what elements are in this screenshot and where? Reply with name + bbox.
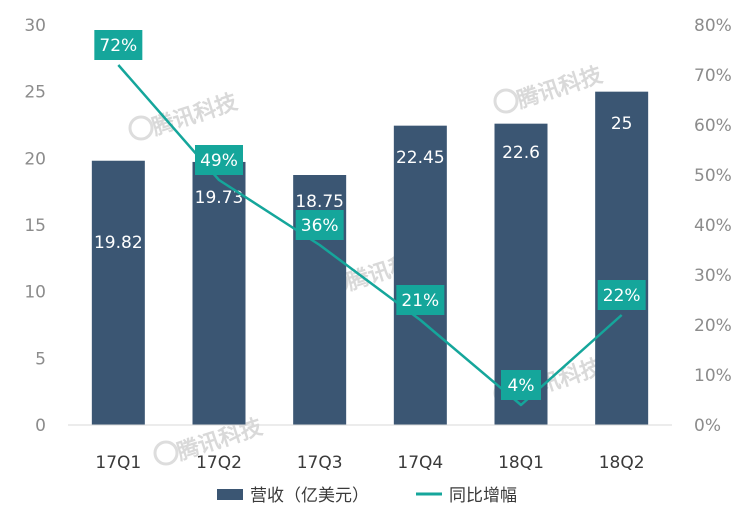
bar xyxy=(595,91,649,426)
left-tick-label: 15 xyxy=(24,216,46,236)
label-text: 4% xyxy=(508,376,535,396)
bar-data-labels: 19.82 19.73 18.75 22.45 22.6 25 xyxy=(94,114,632,253)
category-label: 18Q1 xyxy=(498,453,544,473)
line-value-label: 4% xyxy=(501,370,541,400)
watermark-logo-icon xyxy=(128,115,154,141)
label-box xyxy=(597,280,646,310)
category-label: 17Q4 xyxy=(397,453,443,473)
label-text: 21% xyxy=(401,291,439,311)
line-value-label: 21% xyxy=(396,285,445,315)
left-tick-label: 10 xyxy=(24,283,46,303)
line-value-label: 22% xyxy=(597,280,646,310)
category-label: 17Q1 xyxy=(95,453,141,473)
line-value-label: 72% xyxy=(94,30,143,60)
bar-value-label: 18.75 xyxy=(295,192,344,212)
bar-value-label: 25 xyxy=(611,114,633,134)
label-text: 72% xyxy=(99,36,137,56)
label-text: 22% xyxy=(603,286,641,306)
label-text: 36% xyxy=(301,216,339,236)
right-tick-label: 30% xyxy=(694,266,732,286)
left-tick-label: 5 xyxy=(35,349,46,369)
legend-swatch xyxy=(217,489,243,500)
label-text: 49% xyxy=(200,151,238,171)
legend-item-line: 同比增幅 xyxy=(416,486,517,506)
right-tick-label: 40% xyxy=(694,216,732,236)
left-tick-label: 30 xyxy=(24,16,46,36)
label-box xyxy=(195,145,243,175)
line-value-label: 36% xyxy=(295,210,344,240)
bar xyxy=(192,161,246,425)
left-tick-label: 0 xyxy=(35,416,46,436)
bar-value-label: 22.45 xyxy=(396,148,445,168)
watermark: 腾讯科技 xyxy=(493,62,606,114)
right-tick-label: 70% xyxy=(694,66,732,86)
legend-label: 营收（亿美元） xyxy=(250,486,369,506)
watermark-logo-icon xyxy=(493,88,519,114)
right-tick-label: 50% xyxy=(694,166,732,186)
legend-label: 同比增幅 xyxy=(449,486,517,506)
line-data-labels: 72% 49% 36% 21% 4% 22% xyxy=(94,30,646,400)
watermark-text: 腾讯科技 xyxy=(514,62,606,113)
left-tick-label: 20 xyxy=(24,149,46,169)
bar-value-label: 19.73 xyxy=(195,188,244,208)
line-value-label: 49% xyxy=(195,145,243,175)
category-label: 18Q2 xyxy=(599,453,645,473)
category-label: 17Q3 xyxy=(297,453,343,473)
bar xyxy=(393,125,447,426)
left-tick-label: 25 xyxy=(24,83,46,103)
label-box xyxy=(501,370,541,400)
right-axis: 0% 10% 20% 30% 40% 50% 60% 70% 80% xyxy=(694,16,732,436)
right-tick-label: 10% xyxy=(694,366,732,386)
label-box xyxy=(396,285,445,315)
label-box xyxy=(94,30,143,60)
right-tick-label: 0% xyxy=(694,416,721,436)
legend: 营收（亿美元） 同比增幅 xyxy=(217,486,517,506)
legend-item-bar: 营收（亿美元） xyxy=(217,486,369,506)
right-tick-label: 20% xyxy=(694,316,732,336)
right-tick-label: 80% xyxy=(694,16,732,36)
label-box xyxy=(295,210,344,240)
x-axis: 17Q1 17Q2 17Q3 17Q4 18Q1 18Q2 xyxy=(95,453,644,473)
bar-value-label: 22.6 xyxy=(502,143,540,163)
bar xyxy=(91,160,145,425)
right-tick-label: 60% xyxy=(694,116,732,136)
bar-value-label: 19.82 xyxy=(94,233,143,253)
category-label: 17Q2 xyxy=(196,453,242,473)
left-axis: 0 5 10 15 20 25 30 xyxy=(24,16,46,436)
watermark-logo-icon xyxy=(153,440,179,466)
